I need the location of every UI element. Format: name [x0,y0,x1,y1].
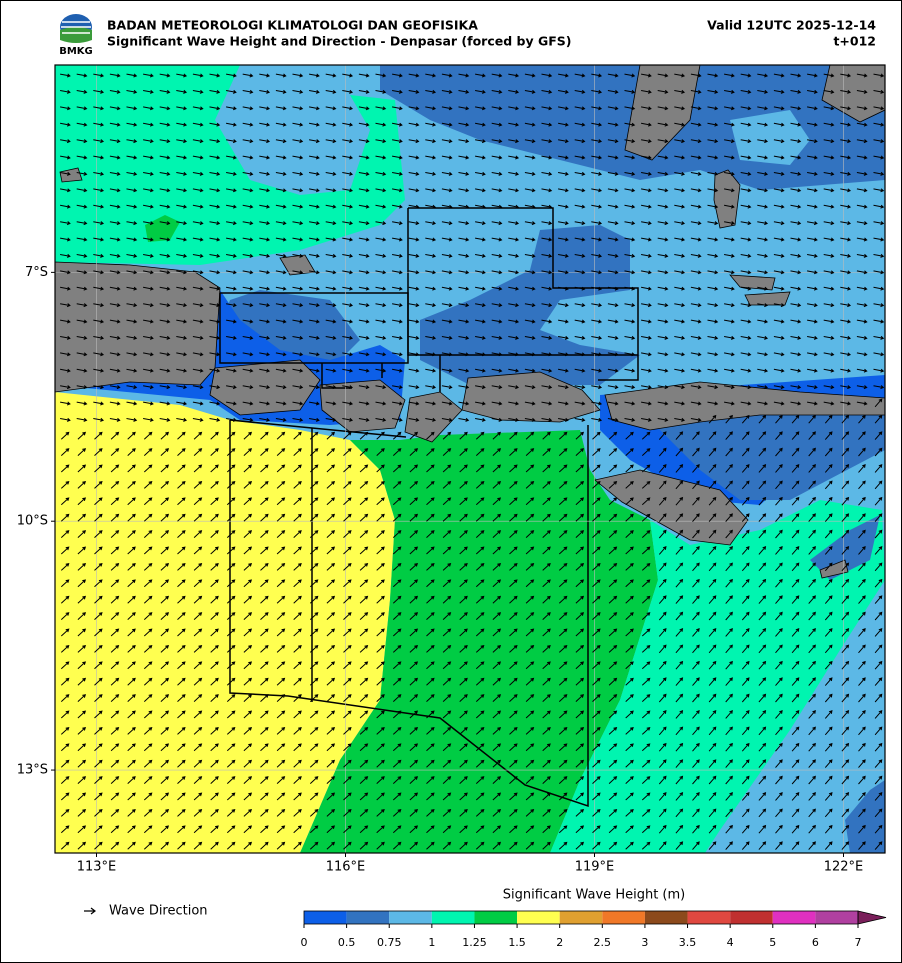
agency: BADAN METEOROLOGI KLIMATOLOGI DAN GEOFIS… [107,18,478,33]
colorbar-tick-label: 0 [301,936,308,949]
colorbar: 0 0.5 0.75 1 1.25 1.5 2 2.5 3 3.5 4 5 6 7 [301,910,887,949]
colorbar-segment [474,911,518,924]
colorbar-tick-label: 1.5 [508,936,526,949]
colorbar-segment [346,911,390,924]
colorbar-segment [304,911,347,924]
legend-label: Wave Direction [109,904,208,919]
colorbar-title: Significant Wave Height (m) [503,888,685,903]
title: Significant Wave Height and Direction - … [107,34,571,49]
colorbar-tick-label: 1.25 [462,936,487,949]
colorbar-tick-label: 6 [812,936,819,949]
x-tick-label: 122°E [824,860,864,875]
colorbar-segment [730,911,773,924]
colorbar-segment [644,911,688,924]
sea-teal [550,500,885,853]
colorbar-segment [687,911,731,924]
colorbar-outline [303,910,859,925]
colorbar-tick-label: 0.75 [377,936,402,949]
colorbar-tick-label: 0.5 [338,936,356,949]
logo: BMKG [59,14,93,57]
colorbar-segment [815,911,858,924]
wave-direction-arrows [60,73,885,850]
x-tick-label: 119°E [575,860,615,875]
sea-green [300,430,658,853]
sea-dark-blue [845,780,885,853]
colorbar-tick-label: 2.5 [594,936,612,949]
colorbar-segment [389,911,432,924]
sea-dark-blue [650,410,885,500]
map-area [55,65,885,853]
colorbar-segment [602,911,645,924]
colorbar-tick-label: 3 [641,936,648,949]
x-tick-label: 116°E [326,860,366,875]
x-tick-label: 113°E [77,860,117,875]
colorbar-tick-label: 5 [769,936,776,949]
colorbar-tick-label: 7 [855,936,862,949]
colorbar-segment [517,911,560,924]
colorbar-segment [431,911,475,924]
sea-teal [55,65,405,265]
colorbar-tick-label: 2 [556,936,563,949]
logo-text: BMKG [59,46,93,57]
valid-time: Valid 12UTC 2025-12-14 [707,18,876,33]
y-tick-label: 13°S [17,763,48,778]
graticule [55,65,885,853]
y-tick-label: 10°S [17,514,48,529]
colorbar-segment [559,911,603,924]
sea-green [145,215,180,242]
lead-time: t+012 [833,34,876,49]
colorbar-tick-label: 1 [428,936,435,949]
colorbar-tick-label: 4 [727,936,734,949]
direction-legend: Wave Direction [84,904,208,919]
map-border [54,64,886,854]
region-boundaries [219,207,639,808]
sea-yellow [55,392,395,853]
colorbar-tick-label: 3.5 [679,936,697,949]
y-tick-label: 7°S [25,265,48,280]
sea-light-blue [730,110,810,165]
colorbar-segment [772,911,816,924]
